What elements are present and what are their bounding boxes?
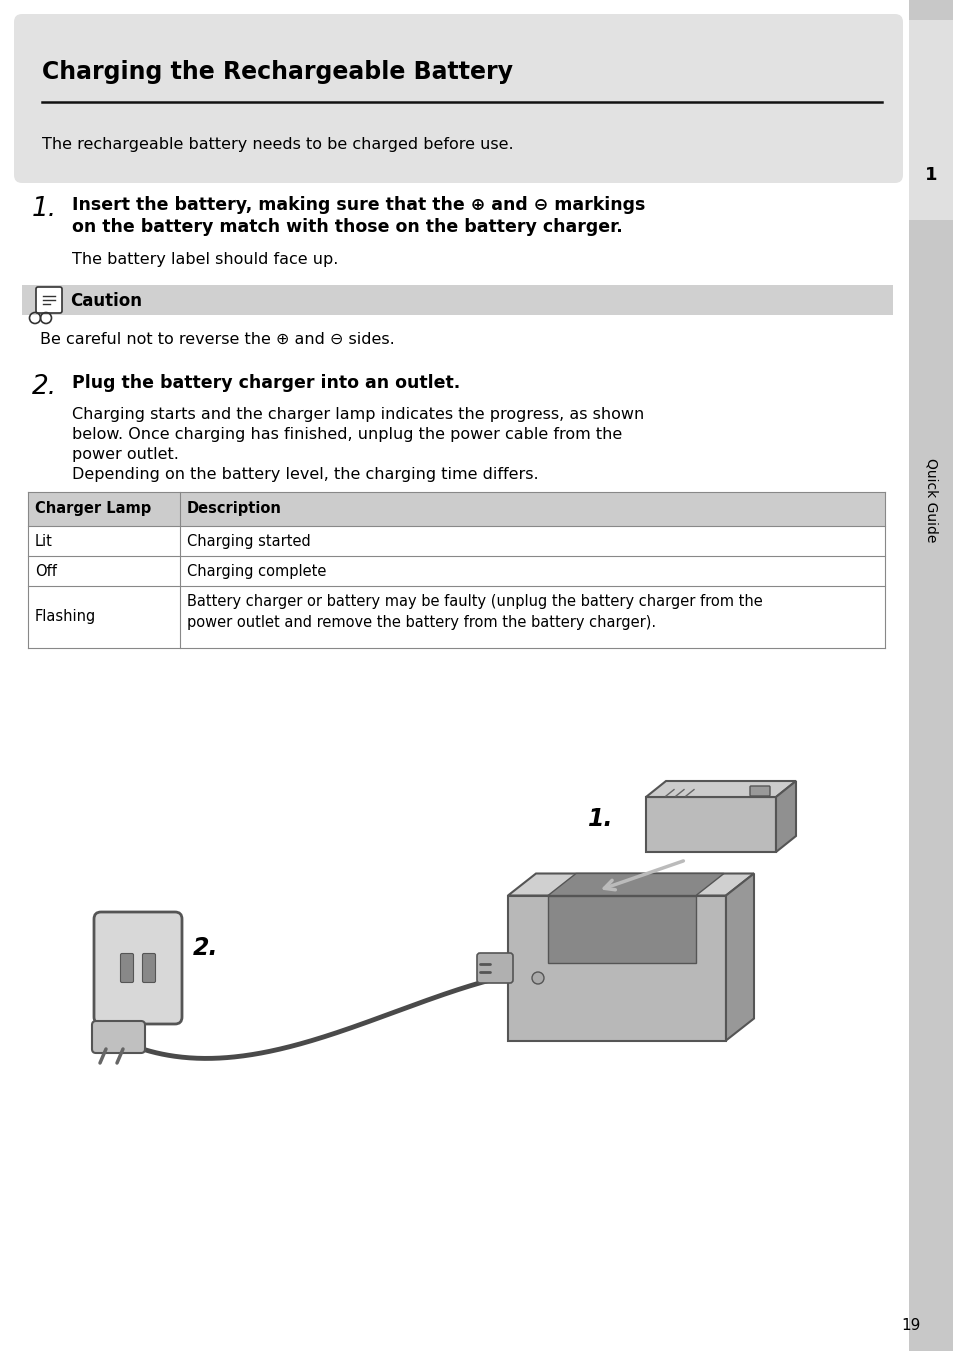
Polygon shape	[547, 896, 696, 963]
Text: Lit: Lit	[35, 534, 52, 549]
FancyBboxPatch shape	[120, 954, 133, 982]
Polygon shape	[547, 874, 723, 896]
Text: Off: Off	[35, 563, 57, 578]
Text: 2.: 2.	[32, 374, 57, 400]
Text: on the battery match with those on the battery charger.: on the battery match with those on the b…	[71, 218, 622, 236]
FancyBboxPatch shape	[14, 14, 902, 182]
Text: Plug the battery charger into an outlet.: Plug the battery charger into an outlet.	[71, 374, 459, 392]
Text: Charging the Rechargeable Battery: Charging the Rechargeable Battery	[42, 59, 513, 84]
Text: Charger Lamp: Charger Lamp	[35, 501, 152, 516]
FancyBboxPatch shape	[91, 1021, 145, 1052]
Text: Charging complete: Charging complete	[187, 563, 326, 580]
Text: Caution: Caution	[70, 292, 142, 309]
Polygon shape	[725, 874, 753, 1040]
Text: Flashing: Flashing	[35, 609, 96, 624]
Text: The rechargeable battery needs to be charged before use.: The rechargeable battery needs to be cha…	[42, 138, 513, 153]
Text: 1: 1	[924, 166, 937, 184]
Text: 2.: 2.	[193, 936, 218, 961]
Text: power outlet.: power outlet.	[71, 447, 179, 462]
Text: 1.: 1.	[32, 196, 57, 222]
FancyBboxPatch shape	[28, 586, 884, 648]
FancyBboxPatch shape	[22, 285, 892, 315]
Text: Battery charger or battery may be faulty (unplug the battery charger from the
po: Battery charger or battery may be faulty…	[187, 594, 762, 630]
FancyBboxPatch shape	[28, 492, 884, 526]
FancyBboxPatch shape	[28, 526, 884, 557]
Text: Quick Guide: Quick Guide	[923, 458, 938, 542]
Text: Depending on the battery level, the charging time differs.: Depending on the battery level, the char…	[71, 467, 538, 482]
Text: Description: Description	[187, 501, 281, 516]
FancyBboxPatch shape	[28, 557, 884, 586]
Polygon shape	[645, 797, 775, 852]
FancyBboxPatch shape	[908, 20, 953, 220]
FancyBboxPatch shape	[94, 912, 182, 1024]
FancyBboxPatch shape	[36, 286, 62, 313]
Text: Charging starts and the charger lamp indicates the progress, as shown: Charging starts and the charger lamp ind…	[71, 407, 643, 422]
Polygon shape	[507, 896, 725, 1040]
Text: 19: 19	[901, 1317, 921, 1332]
Text: Insert the battery, making sure that the ⊕ and ⊖ markings: Insert the battery, making sure that the…	[71, 196, 644, 213]
FancyBboxPatch shape	[749, 786, 769, 796]
Circle shape	[532, 971, 543, 984]
Polygon shape	[775, 781, 795, 852]
Polygon shape	[507, 874, 753, 896]
FancyBboxPatch shape	[142, 954, 155, 982]
FancyBboxPatch shape	[476, 952, 513, 984]
Text: Be careful not to reverse the ⊕ and ⊖ sides.: Be careful not to reverse the ⊕ and ⊖ si…	[40, 332, 395, 347]
FancyBboxPatch shape	[908, 0, 953, 1351]
Text: The battery label should face up.: The battery label should face up.	[71, 253, 338, 267]
Text: 1.: 1.	[588, 808, 613, 831]
Polygon shape	[645, 781, 795, 797]
Text: below. Once charging has finished, unplug the power cable from the: below. Once charging has finished, unplu…	[71, 427, 621, 442]
Text: Charging started: Charging started	[187, 534, 311, 549]
